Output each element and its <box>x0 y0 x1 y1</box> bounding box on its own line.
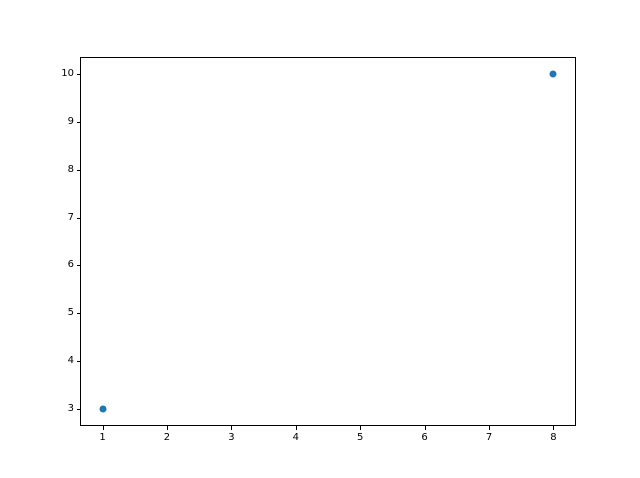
y-tick-label: 4 <box>67 355 74 367</box>
x-tick <box>424 426 426 430</box>
axis-spine-right <box>575 57 576 426</box>
y-tick-label: 3 <box>67 403 74 415</box>
x-tick <box>360 426 362 430</box>
y-tick <box>76 73 80 75</box>
x-tick <box>231 426 233 430</box>
y-tick-label: 8 <box>67 163 74 175</box>
y-tick <box>76 313 80 315</box>
y-tick-label: 9 <box>67 115 74 127</box>
scatter-point <box>99 405 107 413</box>
y-tick <box>76 361 80 363</box>
plot-axes: 1 2 3 4 5 6 7 8 3 4 5 6 7 8 9 10 <box>61 57 576 443</box>
y-tick <box>76 121 80 123</box>
axis-spine-bottom <box>80 425 576 426</box>
x-tick <box>102 426 104 430</box>
x-tick-label: 4 <box>292 432 299 443</box>
y-tick-label: 5 <box>67 307 74 319</box>
x-tick-label: 7 <box>485 432 493 443</box>
y-tick <box>76 169 80 171</box>
x-tick <box>553 426 555 430</box>
x-tick-label: 5 <box>357 432 364 443</box>
y-tick-label: 6 <box>67 259 74 271</box>
x-tick <box>489 426 491 430</box>
x-tick-label: 3 <box>228 432 235 443</box>
scatter-series <box>80 57 576 426</box>
axis-spine-left <box>80 57 81 426</box>
x-tick <box>295 426 297 430</box>
x-tick-label: 8 <box>550 432 557 443</box>
scatter-point <box>549 70 557 78</box>
x-tick-label: 1 <box>99 432 106 443</box>
axis-spine-top <box>80 57 576 58</box>
x-tick <box>166 426 168 430</box>
x-tick-label: 6 <box>421 432 428 443</box>
y-tick <box>76 265 80 267</box>
x-tick-label: 2 <box>163 432 171 443</box>
y-tick-label: 10 <box>61 67 74 79</box>
y-tick <box>76 217 80 219</box>
y-tick-label: 7 <box>67 211 74 223</box>
y-tick <box>76 409 80 411</box>
